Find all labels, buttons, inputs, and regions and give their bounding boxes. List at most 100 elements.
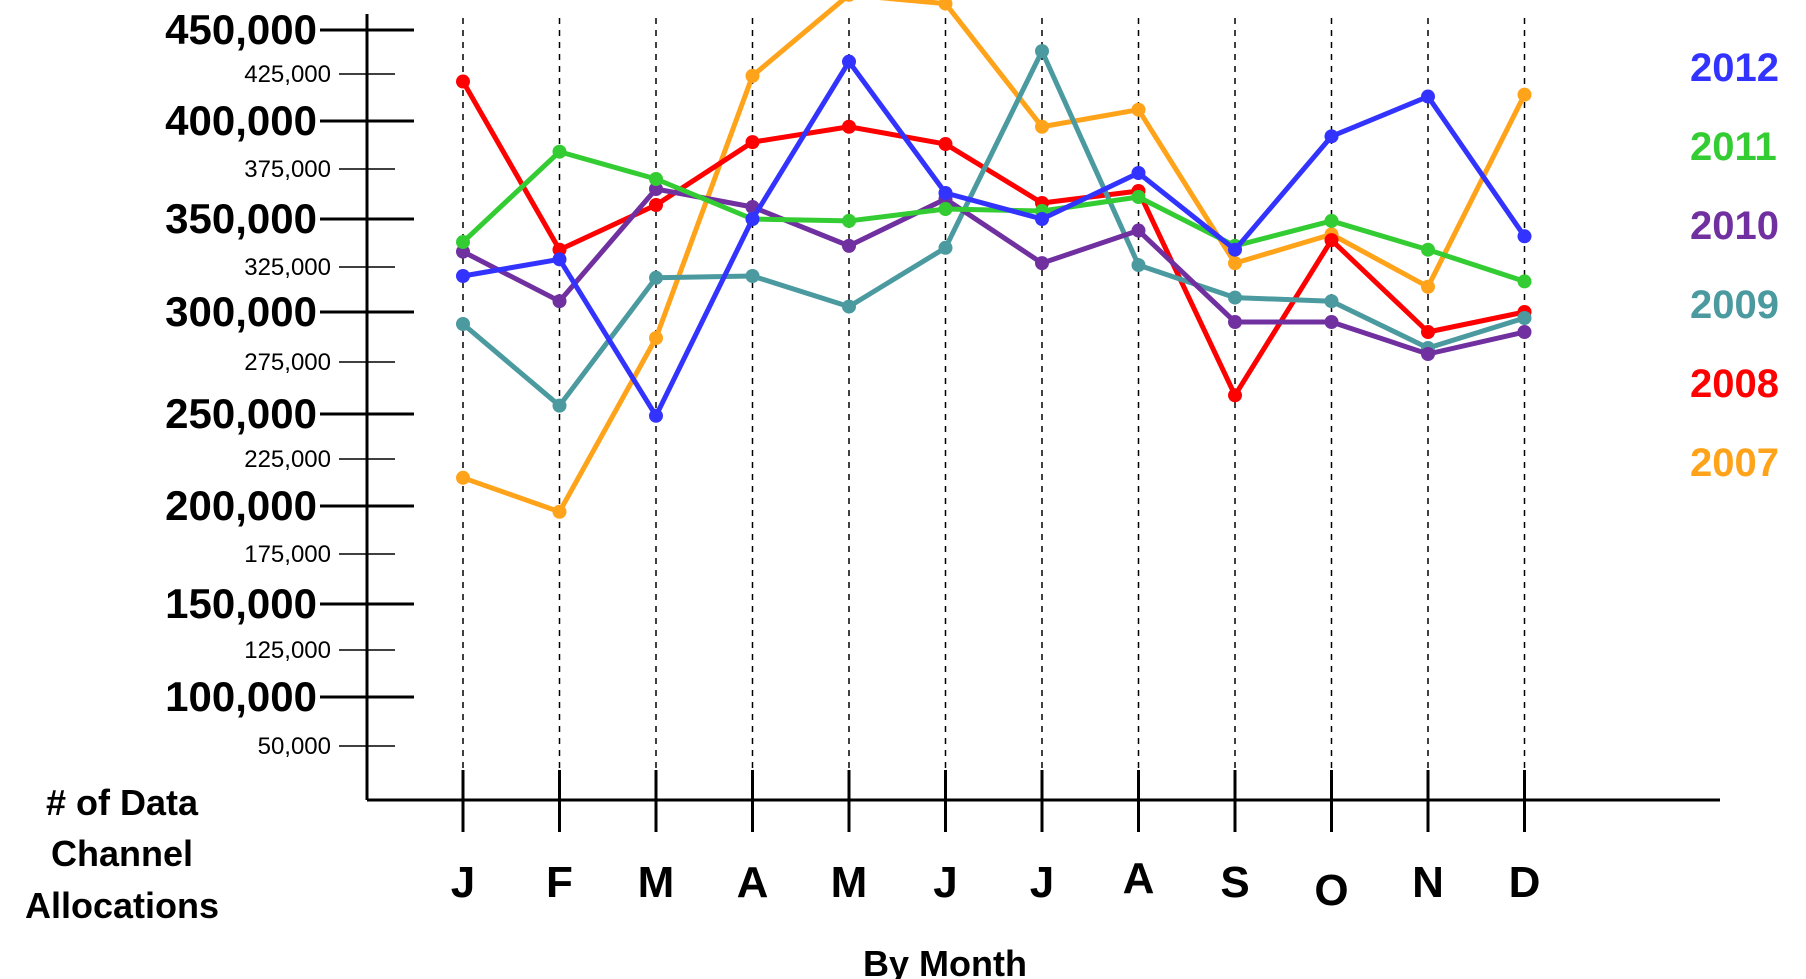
x-tick-label: J xyxy=(933,858,957,907)
y-tick-label: 425,000 xyxy=(244,61,331,88)
series-2009 xyxy=(456,44,1532,413)
y-tick-label: 400,000 xyxy=(165,97,317,144)
data-point-2008 xyxy=(552,242,567,257)
y-tick-label: 375,000 xyxy=(244,156,331,183)
y-tick-label: 250,000 xyxy=(165,390,317,437)
data-point-2011 xyxy=(1131,190,1146,204)
y-tick-label: 100,000 xyxy=(165,673,317,720)
y-axis-title-line-3: Allocations xyxy=(25,885,219,926)
data-point-2009 xyxy=(1131,258,1146,273)
data-point-2011 xyxy=(938,202,953,216)
y-tick-label: 300,000 xyxy=(165,288,317,335)
data-point-2011 xyxy=(842,213,856,228)
series-2008 xyxy=(456,74,1532,403)
y-axis-title-line-1: # of Data xyxy=(46,782,199,823)
series-line-2012 xyxy=(462,59,1527,419)
data-point-2009 xyxy=(842,299,856,314)
data-point-2012 xyxy=(1517,229,1532,244)
data-point-2008 xyxy=(938,137,953,152)
x-tick-label: N xyxy=(1412,858,1444,907)
x-tick-label: M xyxy=(638,858,675,907)
data-point-2010 xyxy=(1324,315,1339,329)
series-line-2010 xyxy=(461,186,1526,357)
x-tick-label: F xyxy=(546,858,573,907)
data-point-2010 xyxy=(1131,223,1146,238)
data-point-2007 xyxy=(1421,279,1435,294)
data-point-2011 xyxy=(552,144,567,159)
series-line-2011 xyxy=(461,149,1526,284)
series-2010 xyxy=(456,182,1532,361)
data-point-2007 xyxy=(1035,119,1049,134)
y-tick-label: 450,000 xyxy=(165,6,317,53)
data-point-2009 xyxy=(745,269,760,283)
data-point-2009 xyxy=(938,240,953,255)
data-point-2010 xyxy=(1035,256,1049,271)
data-point-2008 xyxy=(745,135,760,150)
data-point-2009 xyxy=(1324,294,1339,309)
data-point-2010 xyxy=(649,182,663,196)
legend-item-2007: 2007 xyxy=(1690,441,1779,485)
data-point-2012 xyxy=(649,408,663,423)
data-point-2010 xyxy=(1517,325,1532,339)
data-point-2012 xyxy=(745,212,760,226)
axis-titles: # of Data Channel Allocations By Month xyxy=(25,782,1027,979)
x-tick-label: J xyxy=(1030,858,1054,907)
y-tick-label: 125,000 xyxy=(244,637,331,664)
x-tick-label: S xyxy=(1220,858,1249,907)
data-point-2011 xyxy=(649,172,663,186)
series-line-2009 xyxy=(461,48,1526,409)
data-point-2009 xyxy=(1228,290,1242,305)
x-tick-label: A xyxy=(737,858,769,907)
data-point-2011 xyxy=(1421,242,1435,257)
data-point-2012 xyxy=(1324,129,1339,144)
data-point-2007 xyxy=(552,504,567,519)
data-point-2009 xyxy=(456,317,470,331)
y-tick-label: 225,000 xyxy=(244,446,331,473)
data-point-2008 xyxy=(649,198,663,212)
x-tick-label: D xyxy=(1509,858,1541,907)
legend-item-2012: 2012 xyxy=(1690,46,1779,90)
y-tick-label: 275,000 xyxy=(244,349,331,376)
y-tick-label: 50,000 xyxy=(258,733,331,760)
data-point-2012 xyxy=(1035,212,1049,226)
data-point-2011 xyxy=(456,235,470,250)
data-point-2008 xyxy=(1228,388,1242,403)
data-point-2007 xyxy=(1228,256,1242,271)
y-tick-label: 325,000 xyxy=(244,254,331,281)
y-tick-label: 150,000 xyxy=(165,580,317,627)
data-point-2007 xyxy=(1517,87,1532,102)
x-tick-label: A xyxy=(1123,854,1155,903)
x-tick-label: O xyxy=(1314,866,1348,915)
data-point-2009 xyxy=(552,398,567,413)
y-axis-ticks: 450,000 425,000 400,000 375,000 350,000 325,0… xyxy=(165,6,414,760)
y-axis-title-line-2: Channel xyxy=(51,833,193,874)
data-point-2007 xyxy=(649,331,663,345)
data-point-2007 xyxy=(844,0,854,2)
x-axis-title: By Month xyxy=(863,943,1027,979)
legend-item-2009: 2009 xyxy=(1690,283,1779,327)
y-tick-label: 350,000 xyxy=(165,195,317,242)
x-tick-label: J xyxy=(451,858,475,907)
data-point-2011 xyxy=(1517,274,1532,289)
data-point-2007 xyxy=(745,68,760,83)
series-line-2008 xyxy=(460,80,1526,398)
series-2007 xyxy=(456,0,1532,519)
series-2012 xyxy=(456,54,1532,423)
data-point-2008 xyxy=(842,119,856,134)
data-point-2010 xyxy=(842,238,856,253)
data-point-2007 xyxy=(1131,102,1146,117)
data-point-2007 xyxy=(938,0,953,11)
data-point-2011 xyxy=(1324,213,1339,228)
data-point-2012 xyxy=(1131,166,1146,180)
data-point-2012 xyxy=(456,269,470,283)
data-point-2012 xyxy=(1421,89,1435,104)
y-tick-label: 175,000 xyxy=(244,541,331,568)
legend-item-2008: 2008 xyxy=(1690,362,1779,406)
data-point-2009 xyxy=(1517,311,1532,325)
legend-item-2011: 2011 xyxy=(1690,125,1777,169)
data-point-2010 xyxy=(1421,347,1435,361)
data-point-2008 xyxy=(456,74,470,89)
data-point-2008 xyxy=(1324,233,1339,248)
